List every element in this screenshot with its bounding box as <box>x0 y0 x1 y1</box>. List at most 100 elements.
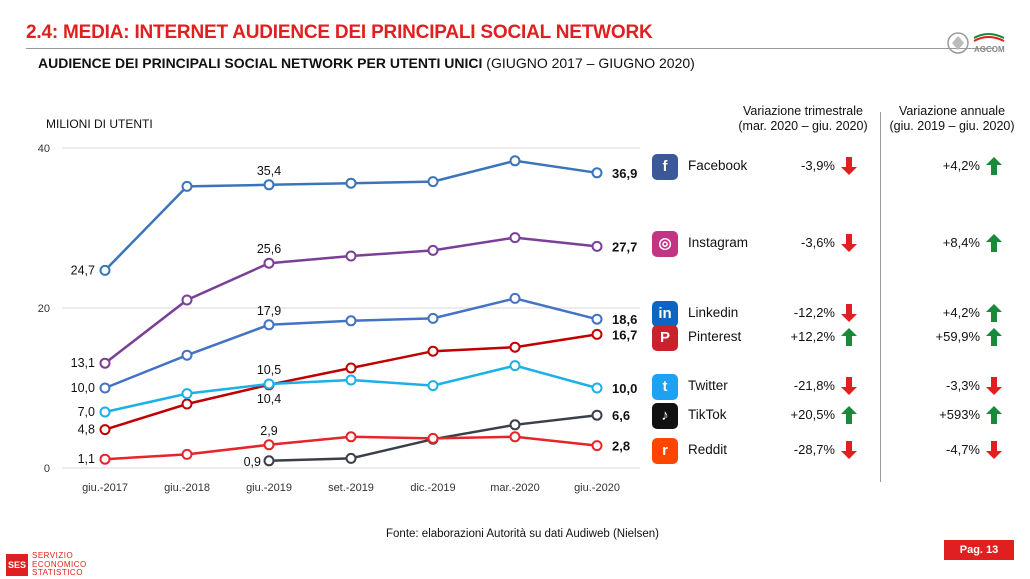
annual-change: +593% <box>939 407 980 422</box>
arrow-up-icon <box>841 328 857 346</box>
tiktok-icon: ♪ <box>652 403 678 429</box>
network-name: Instagram <box>688 235 749 250</box>
arrow-up-icon <box>986 234 1002 252</box>
data-label: 2,9 <box>260 424 277 438</box>
title-divider <box>26 48 994 49</box>
y-tick-label: 40 <box>38 143 50 155</box>
data-label: 24,7 <box>71 263 95 277</box>
quarterly-change: -21,8% <box>793 378 835 393</box>
annual-header: Variazione annuale (giu. 2019 – giu. 202… <box>882 104 1022 134</box>
legend-row-facebook: f Facebook -3,9% +4,2% <box>650 152 1020 182</box>
annual-change: +4,2% <box>942 158 980 173</box>
quarterly-arrow <box>840 440 858 465</box>
quarterly-arrow <box>840 233 858 258</box>
annual-arrow <box>985 376 1003 401</box>
ses-logo: SES SERVIZIO ECONOMICO STATISTICO <box>6 551 156 578</box>
network-name: Facebook <box>688 158 748 173</box>
annual-header-line2: (giu. 2019 – giu. 2020) <box>889 119 1015 133</box>
data-point <box>99 264 111 276</box>
annual-arrow <box>985 233 1003 258</box>
data-label: 35,4 <box>257 164 281 178</box>
quarterly-arrow <box>840 156 858 181</box>
arrow-down-icon <box>986 441 1002 459</box>
data-point <box>263 319 275 331</box>
annual-change: -4,7% <box>946 442 980 457</box>
quarterly-change: -3,6% <box>801 235 835 250</box>
data-point <box>427 380 439 392</box>
network-name: Reddit <box>688 442 728 457</box>
annual-change: -3,3% <box>946 378 980 393</box>
quarterly-arrow <box>840 405 858 430</box>
data-label: 13,1 <box>71 356 95 370</box>
data-point <box>181 448 193 460</box>
y-axis-label: MILIONI DI UTENTI <box>46 117 153 131</box>
data-label: 25,6 <box>257 242 281 256</box>
data-point <box>591 440 603 452</box>
arrow-down-icon <box>841 157 857 175</box>
quarterly-header-line1: Variazione trimestrale <box>743 104 863 118</box>
data-label: 10,5 <box>257 363 281 377</box>
annual-change: +8,4% <box>942 235 980 250</box>
arrow-down-icon <box>841 441 857 459</box>
data-label: 10,4 <box>257 392 281 406</box>
arrow-up-icon <box>986 328 1002 346</box>
data-point <box>509 360 521 372</box>
reddit-icon: r <box>652 438 678 464</box>
data-point <box>591 328 603 340</box>
annual-arrow <box>985 327 1003 352</box>
data-label: 1,1 <box>78 452 95 466</box>
data-point <box>591 409 603 421</box>
data-point <box>345 177 357 189</box>
quarterly-change: -28,7% <box>793 442 835 457</box>
data-point <box>99 406 111 418</box>
data-point <box>181 294 193 306</box>
arrow-down-icon <box>841 304 857 322</box>
ses-logo-text: SERVIZIO ECONOMICO STATISTICO <box>32 551 87 578</box>
data-point <box>509 431 521 443</box>
quarterly-change: -3,9% <box>801 158 835 173</box>
legend-row-instagram: ◎ Instagram -3,6% +8,4% <box>650 229 1020 259</box>
data-label: 17,9 <box>257 304 281 318</box>
data-label: 7,0 <box>78 405 95 419</box>
agcom-emblem-icon <box>947 32 1005 54</box>
facebook-icon: f <box>652 154 678 180</box>
y-tick-label: 20 <box>38 303 50 315</box>
data-label: 4,8 <box>78 423 95 437</box>
arrow-up-icon <box>986 406 1002 424</box>
data-point <box>99 357 111 369</box>
data-point <box>263 257 275 269</box>
quarterly-change: +12,2% <box>790 329 835 344</box>
arrow-up-icon <box>841 406 857 424</box>
data-point <box>509 155 521 167</box>
arrow-down-icon <box>986 377 1002 395</box>
ses-line-2: ECONOMICO <box>32 559 87 569</box>
annual-change: +59,9% <box>935 329 980 344</box>
data-point <box>345 362 357 374</box>
legend-row-linkedin: in Linkedin -12,2% +4,2% <box>650 299 1020 329</box>
x-tick-label: mar.-2020 <box>490 482 540 494</box>
data-label: 10,0 <box>612 381 637 396</box>
network-name: TikTok <box>688 407 727 422</box>
annual-arrow <box>985 156 1003 181</box>
data-point <box>345 452 357 464</box>
arrow-up-icon <box>986 304 1002 322</box>
data-point <box>99 453 111 465</box>
data-point <box>263 439 275 451</box>
data-label: 6,6 <box>612 408 630 423</box>
data-label: 27,7 <box>612 239 637 254</box>
data-point <box>427 244 439 256</box>
data-label: 16,7 <box>612 327 637 342</box>
column-divider <box>880 112 881 482</box>
x-tick-label: set.-2019 <box>328 482 374 494</box>
x-tick-label: giu.-2017 <box>82 482 128 494</box>
ses-logo-box: SES <box>6 554 28 576</box>
annual-change: +4,2% <box>942 305 980 320</box>
data-point <box>509 419 521 431</box>
annual-header-line1: Variazione annuale <box>898 104 1006 118</box>
quarterly-arrow <box>840 327 858 352</box>
twitter-icon: t <box>652 374 678 400</box>
legend-row-twitter: t Twitter -21,8% -3,3% <box>650 372 1020 402</box>
data-point <box>181 398 193 410</box>
x-tick-label: giu.-2020 <box>574 482 620 494</box>
